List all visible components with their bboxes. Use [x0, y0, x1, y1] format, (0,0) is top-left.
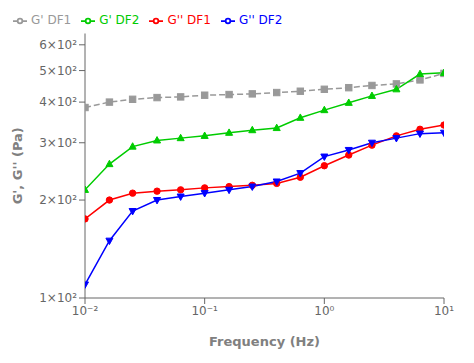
svg-text:10⁻²: 10⁻² [72, 304, 99, 318]
svg-text:1×10²: 1×10² [39, 291, 77, 305]
svg-text:G', G'' (Pa): G', G'' (Pa) [10, 127, 25, 204]
svg-text:5×10²: 5×10² [39, 64, 77, 78]
svg-text:10¹: 10¹ [434, 304, 454, 318]
svg-text:3×10²: 3×10² [39, 136, 77, 150]
html-text:G'' DF2: G'' DF2 [238, 13, 283, 27]
svg-text:10⁻¹: 10⁻¹ [191, 304, 218, 318]
html-text:G' DF2: G' DF2 [99, 13, 140, 27]
svg-text:2×10²: 2×10² [39, 193, 77, 207]
svg-text:10⁰: 10⁰ [314, 304, 334, 318]
svg-text:4×10²: 4×10² [39, 95, 77, 109]
html-text:G' DF1: G' DF1 [31, 13, 72, 27]
html-text:G'' DF1: G'' DF1 [167, 13, 211, 27]
svg-text:6×10²: 6×10² [39, 38, 77, 52]
svg-text:Frequency (Hz): Frequency (Hz) [209, 334, 320, 349]
